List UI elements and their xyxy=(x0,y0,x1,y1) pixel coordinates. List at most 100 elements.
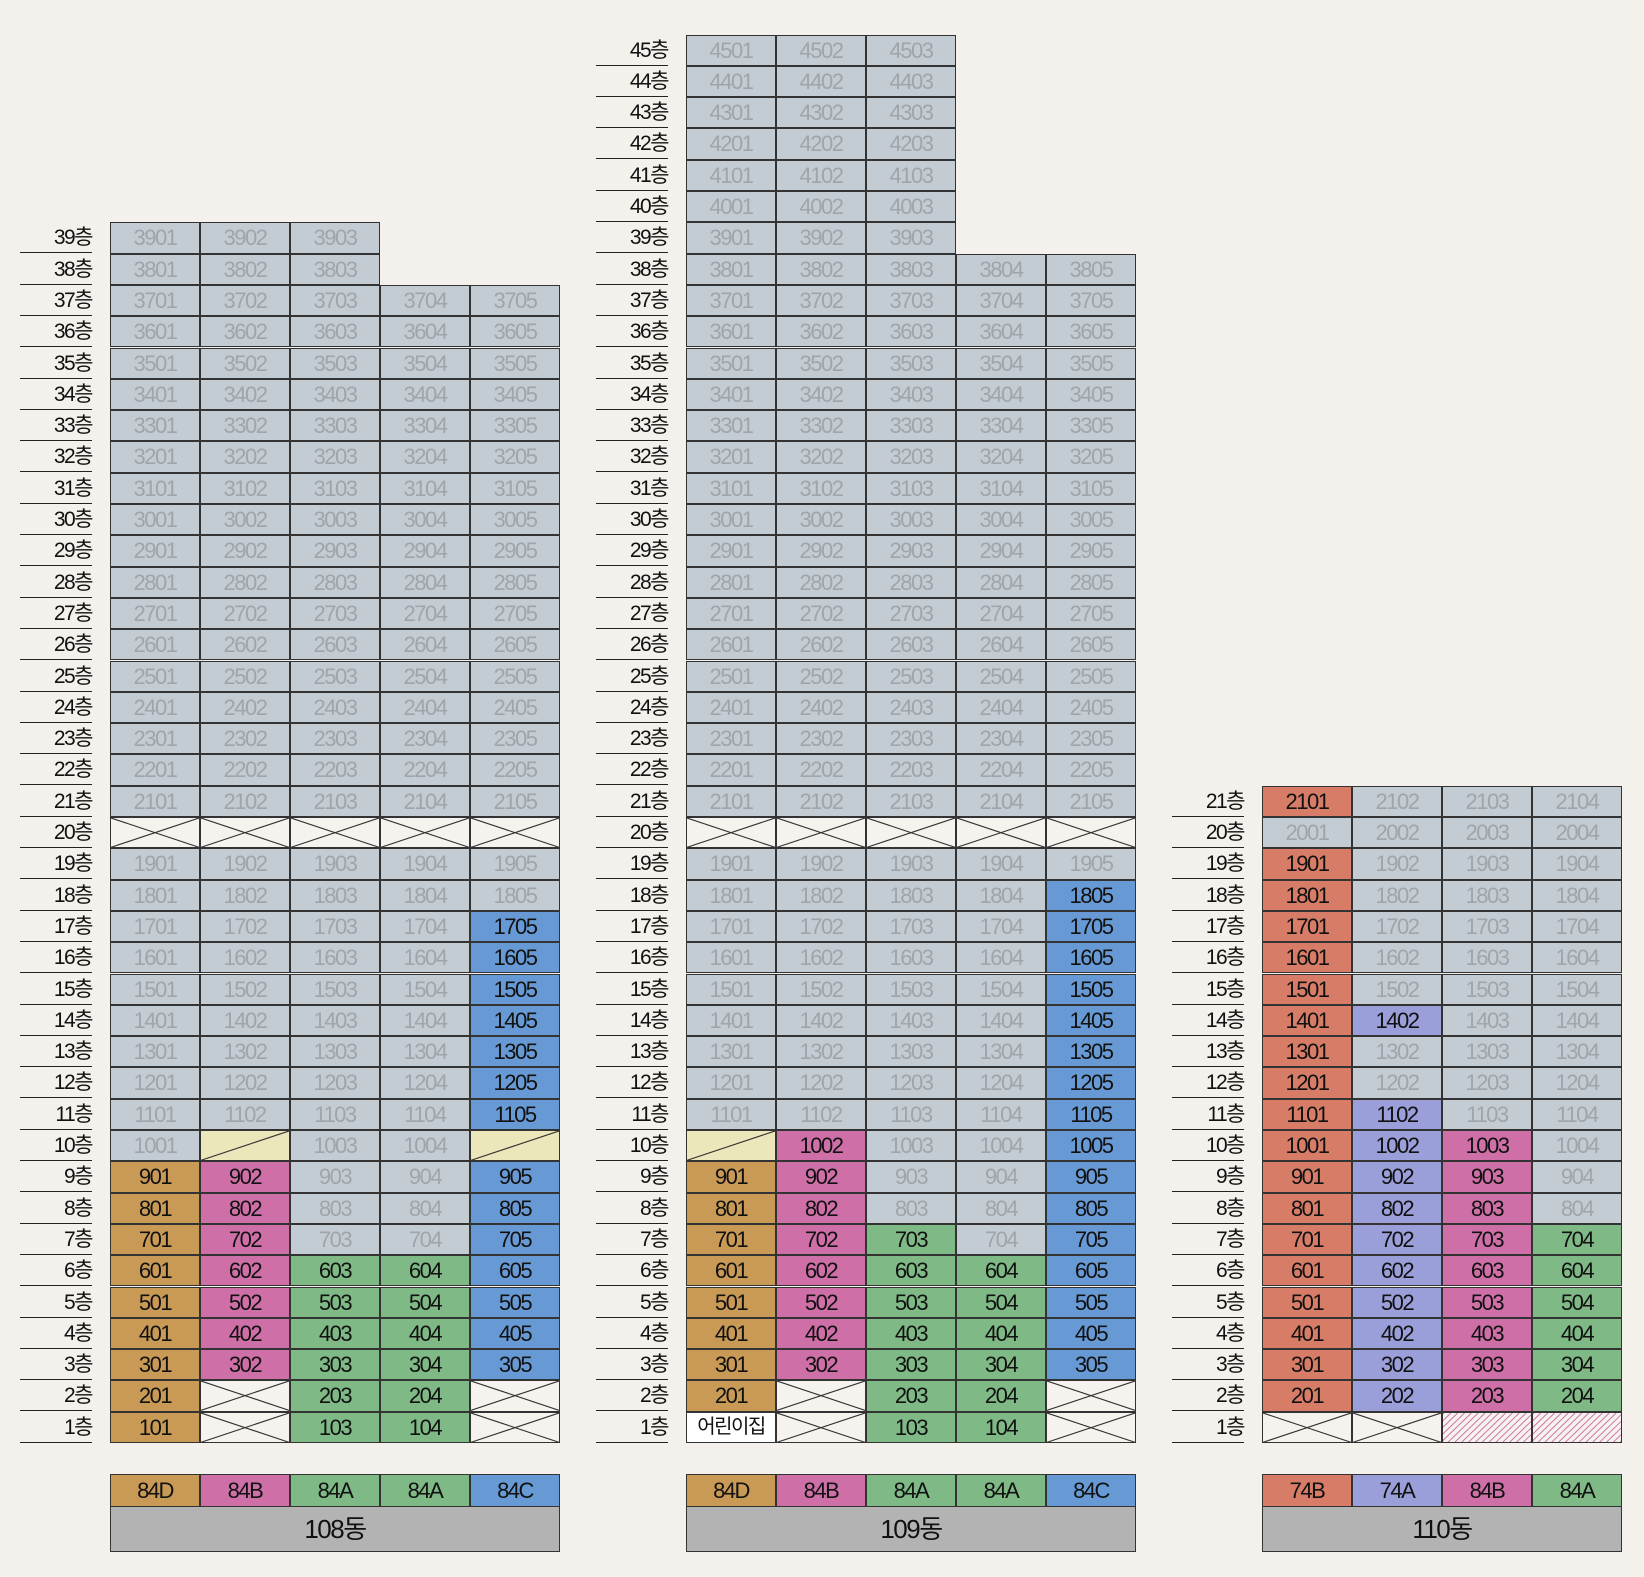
unit-cell: 2901 xyxy=(110,535,200,567)
unit-cell: 3102 xyxy=(776,472,866,504)
unit-cell-74a: 1002 xyxy=(1352,1130,1442,1162)
unit-cell: 1604 xyxy=(380,942,470,974)
unit-cell: 4303 xyxy=(866,97,956,129)
unit-cell-84a: 403 xyxy=(290,1317,380,1350)
floor-label: 29층 xyxy=(596,536,670,567)
unit-cell: 2205 xyxy=(470,754,560,786)
unit-cell-84c: 1305 xyxy=(470,1036,560,1068)
floor-label: 3층 xyxy=(1172,1350,1246,1381)
unit-cell: 3301 xyxy=(110,410,200,442)
unit-cell: 1604 xyxy=(956,942,1046,974)
unit-cell: 4103 xyxy=(866,159,956,191)
building-2-name: 109동 xyxy=(686,1506,1136,1552)
unit-cell: 1103 xyxy=(1442,1098,1532,1130)
unit-type-legend: 84D xyxy=(110,1474,200,1507)
unit-cell: 1803 xyxy=(290,879,380,911)
unit-cell: 1804 xyxy=(380,879,470,911)
floor-label: 1층 xyxy=(20,1413,94,1443)
floor-label: 44층 xyxy=(596,67,670,97)
unit-cell: 1102 xyxy=(200,1098,290,1130)
unit-cell-84b: 303 xyxy=(1442,1349,1532,1381)
unit-cell-84b: 502 xyxy=(200,1286,290,1318)
unit-cell-84a: 504 xyxy=(956,1286,1046,1318)
unit-cell-74a: 1402 xyxy=(1352,1004,1442,1037)
unit-cell: 1803 xyxy=(1442,879,1532,911)
unit-cell: 3902 xyxy=(776,222,866,254)
unit-cell-84c: 605 xyxy=(470,1255,560,1287)
unit-cell: 3703 xyxy=(866,284,956,317)
floor-label: 38층 xyxy=(20,255,94,285)
unit-cell-74b: 901 xyxy=(1262,1161,1352,1193)
floor-label: 5층 xyxy=(1172,1288,1246,1318)
unit-cell: 3501 xyxy=(686,347,776,379)
unit-cell: 3401 xyxy=(686,378,776,411)
unit-cell-74a: 202 xyxy=(1352,1380,1442,1412)
no-unit-cell xyxy=(200,817,290,849)
floor-label: 33층 xyxy=(20,411,94,442)
unit-cell: 3205 xyxy=(470,441,560,473)
unit-cell: 1201 xyxy=(686,1067,776,1099)
unit-cell: 1805 xyxy=(470,879,560,911)
unit-cell: 1104 xyxy=(380,1098,470,1130)
floor-label: 20층 xyxy=(20,818,94,848)
unit-cell-84b: 503 xyxy=(1442,1286,1532,1318)
unit-cell: 2905 xyxy=(1046,535,1136,567)
unit-cell: 2104 xyxy=(1532,785,1622,817)
unit-cell: 2602 xyxy=(776,629,866,661)
unit-cell: 4201 xyxy=(686,128,776,160)
unit-cell: 3501 xyxy=(110,347,200,379)
unit-cell: 904 xyxy=(380,1161,470,1193)
unit-cell-84a: 504 xyxy=(380,1286,470,1318)
unit-cell: 2205 xyxy=(1046,754,1136,786)
unit-cell: 2805 xyxy=(1046,566,1136,598)
floor-label: 18층 xyxy=(20,881,94,911)
unit-cell: 1501 xyxy=(686,973,776,1005)
unit-cell: 3004 xyxy=(956,504,1046,536)
unit-cell: 1603 xyxy=(1442,942,1532,974)
floor-label: 35층 xyxy=(596,349,670,379)
floor-label: 30층 xyxy=(20,505,94,535)
unit-cell: 3702 xyxy=(200,284,290,317)
no-unit-cell xyxy=(200,1411,290,1443)
unit-cell-74b: 1501 xyxy=(1262,973,1352,1005)
unit-cell: 3203 xyxy=(866,441,956,473)
unit-cell-84c: 705 xyxy=(1046,1223,1136,1256)
unit-cell-84d: 901 xyxy=(110,1161,200,1193)
floor-label: 8층 xyxy=(20,1194,94,1224)
floor-label: 1층 xyxy=(1172,1413,1246,1443)
unit-cell: 3602 xyxy=(200,316,290,348)
unit-cell: 1304 xyxy=(380,1036,470,1068)
unit-cell-74b: 1801 xyxy=(1262,879,1352,911)
unit-cell-74a: 602 xyxy=(1352,1255,1442,1287)
unit-cell: 4302 xyxy=(776,97,866,129)
unit-cell: 2604 xyxy=(380,629,470,661)
unit-cell: 2403 xyxy=(290,691,380,724)
unit-cell-84a: 203 xyxy=(866,1380,956,1412)
unit-cell: 804 xyxy=(956,1192,1046,1224)
unit-type-legend: 84A xyxy=(956,1474,1046,1507)
unit-cell: 3705 xyxy=(470,284,560,317)
floor-label: 9층 xyxy=(1172,1162,1246,1193)
unit-cell: 1702 xyxy=(1352,910,1442,943)
unit-cell: 1401 xyxy=(110,1004,200,1037)
hatched-cell xyxy=(1442,1411,1532,1443)
unit-cell-84b: 502 xyxy=(776,1286,866,1318)
unit-cell-74b: 401 xyxy=(1262,1317,1352,1350)
unit-cell: 2605 xyxy=(1046,629,1136,661)
unit-cell-84a: 303 xyxy=(866,1349,956,1381)
unit-type-legend: 84B xyxy=(200,1474,290,1507)
floor-label: 8층 xyxy=(596,1194,670,1224)
unit-cell: 3802 xyxy=(200,253,290,285)
unit-cell-84c: 305 xyxy=(1046,1349,1136,1381)
floor-label: 36층 xyxy=(596,317,670,348)
no-unit-cell xyxy=(200,1380,290,1412)
unit-cell: 3505 xyxy=(1046,347,1136,379)
unit-cell: 1701 xyxy=(686,910,776,943)
unit-cell: 3005 xyxy=(470,504,560,536)
unit-cell-84a: 603 xyxy=(866,1255,956,1287)
unit-cell: 2102 xyxy=(1352,785,1442,817)
unit-cell-84b: 602 xyxy=(200,1255,290,1287)
unit-cell: 2605 xyxy=(470,629,560,661)
unit-cell: 1704 xyxy=(1532,910,1622,943)
unit-cell: 3201 xyxy=(110,441,200,473)
